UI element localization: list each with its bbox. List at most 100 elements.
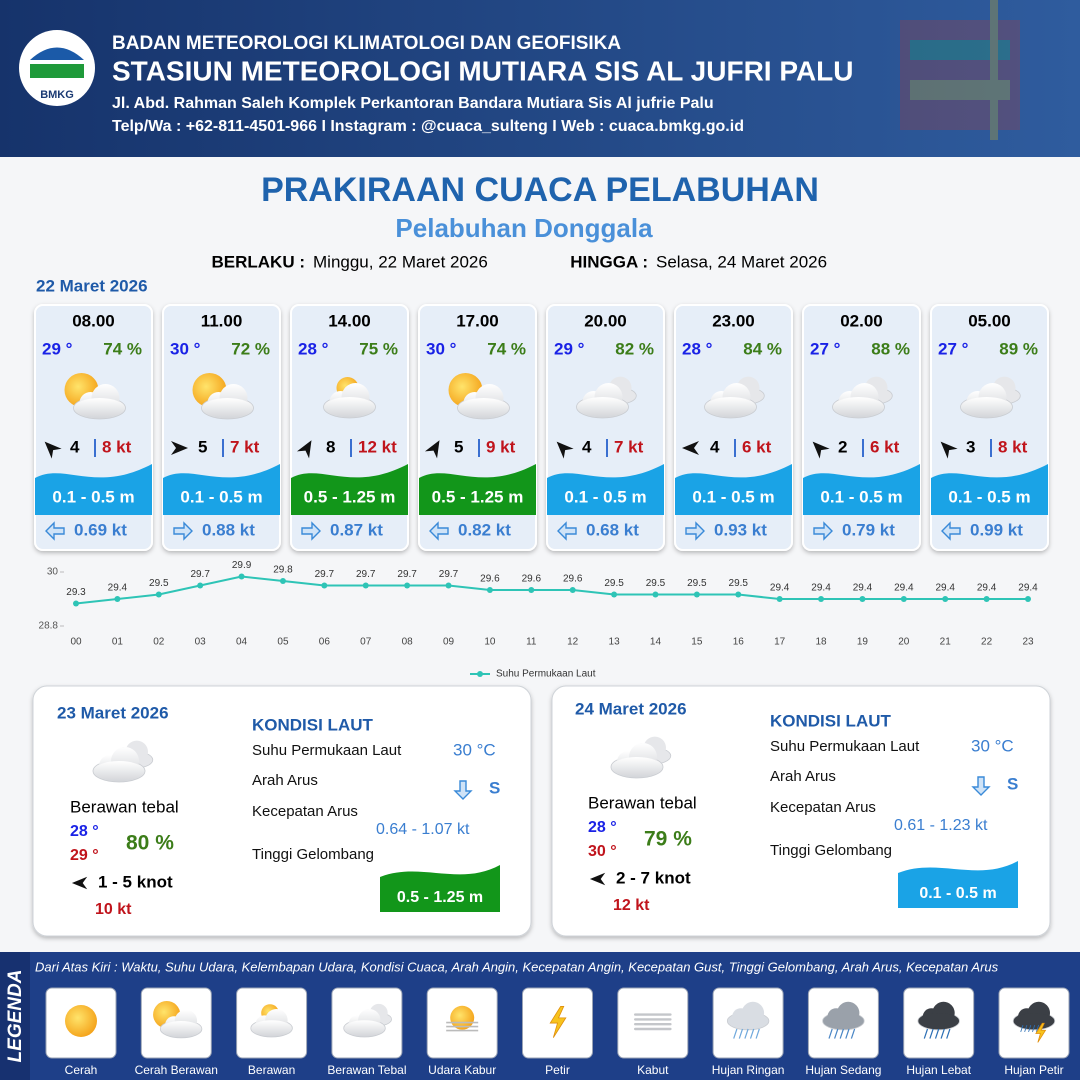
- current-arrow: [453, 780, 473, 800]
- rain: [738, 1028, 744, 1039]
- humidity: 79 %: [644, 828, 692, 851]
- x-tick-label: 01: [112, 637, 124, 648]
- cloud-part: [202, 398, 253, 418]
- humidity: 72 %: [231, 339, 270, 358]
- wave: [419, 464, 536, 515]
- temperature: 29 °: [42, 339, 73, 358]
- time: 05.00: [968, 311, 1011, 330]
- x-tick-label: 20: [898, 637, 910, 648]
- data-label: 29.5: [646, 578, 666, 589]
- point: [652, 591, 659, 598]
- wave-height: 0.1 - 0.5 m: [692, 487, 774, 506]
- bolt: [549, 1006, 567, 1038]
- date: 22 Maret 2026: [36, 276, 148, 295]
- gust: 7 kt: [614, 437, 644, 456]
- current-direction: S: [489, 778, 500, 797]
- data-label: 29.4: [811, 583, 831, 594]
- humidity: 74 %: [103, 339, 142, 358]
- weather-icon: [92, 740, 154, 783]
- legend-label: Suhu Permukaan Laut: [496, 669, 596, 680]
- wind-arrow: [682, 441, 699, 455]
- point: [569, 587, 576, 593]
- header-decoration: [900, 0, 1020, 140]
- x-tick-label: 15: [691, 637, 703, 648]
- line: [75, 575, 1028, 605]
- point: [528, 587, 535, 593]
- x-tick-label: 13: [609, 637, 621, 648]
- temperature: 29 °: [554, 339, 585, 358]
- data-label: 29.7: [397, 569, 417, 580]
- contact: Telp/Wa : +62-811-4501-966 I Instagram :…: [112, 118, 744, 135]
- temperature: 28 °: [682, 339, 713, 358]
- data-label: 29.4: [770, 583, 790, 594]
- data-label: 29.4: [1018, 583, 1038, 594]
- current-direction: S: [1007, 774, 1018, 793]
- x-tick-label: 09: [443, 637, 455, 648]
- wind-speed: 4: [710, 437, 720, 456]
- cloud-part: [728, 1013, 769, 1029]
- sea-heading: KONDISI LAUT: [770, 711, 892, 730]
- temperature: 27 °: [810, 339, 841, 358]
- rain: [940, 1028, 945, 1039]
- current-speed: 0.64 - 1.07 kt: [376, 821, 470, 838]
- cloud-part: [1014, 1013, 1054, 1029]
- rain: [929, 1028, 934, 1039]
- logo-shape: [30, 47, 84, 60]
- x-tick-label: 00: [70, 637, 82, 648]
- current-speed: 0.69 kt: [74, 520, 127, 539]
- label: Suhu Permukaan Laut: [770, 738, 920, 755]
- wind-range: 1 - 5 knot: [98, 872, 173, 891]
- current-arrow: [941, 521, 961, 541]
- rain: [946, 1028, 951, 1039]
- weather-icon: [832, 376, 893, 419]
- cloud-part: [961, 397, 1012, 417]
- data-label: 29.7: [315, 569, 335, 580]
- rain: [845, 1028, 850, 1039]
- cloud-part: [612, 757, 662, 777]
- rain: [934, 1028, 940, 1039]
- x-tick-label: 04: [236, 637, 248, 648]
- sun: [65, 1005, 97, 1037]
- data-label: 29.4: [108, 583, 128, 594]
- header-band: [0, 0, 1080, 157]
- time: 23.00: [712, 311, 755, 330]
- current-speed: 0.82 kt: [458, 520, 511, 539]
- wind-speed: 5: [198, 437, 207, 456]
- rain: [923, 1028, 929, 1039]
- label: Kecepatan Arus: [252, 803, 358, 820]
- data-label: 29.8: [273, 565, 293, 576]
- cloud-part: [833, 397, 884, 417]
- humidity: 84 %: [743, 339, 782, 358]
- gust: 12 kt: [358, 437, 397, 456]
- point: [321, 582, 328, 589]
- point: [279, 578, 286, 584]
- x-tick-label: 05: [277, 637, 289, 648]
- validity-label: BERLAKU :: [212, 252, 306, 271]
- weather-icon: [323, 377, 376, 419]
- time: 14.00: [328, 311, 371, 330]
- rain: [733, 1028, 738, 1039]
- point: [155, 591, 162, 598]
- legend-item: Udara Kabur: [428, 1063, 496, 1077]
- point: [818, 596, 825, 602]
- time: 17.00: [456, 311, 499, 330]
- rain: [744, 1028, 749, 1039]
- data-label: 29.5: [149, 578, 169, 589]
- y-tick-label: 28.8: [39, 621, 59, 632]
- point: [611, 591, 618, 598]
- time: 08.00: [72, 311, 115, 330]
- wave-height: 0.1 - 0.5 m: [52, 487, 134, 506]
- current-arrow: [685, 521, 705, 541]
- legend-description: Dari Atas Kiri : Waktu, Suhu Udara, Kele…: [35, 959, 999, 974]
- wave: [291, 464, 408, 515]
- validity-date: Minggu, 22 Maret 2026: [313, 252, 488, 271]
- legend-title: LEGENDA: [5, 970, 26, 1063]
- gust: 8 kt: [998, 437, 1028, 456]
- wave-height: 0.5 - 1.25 m: [432, 487, 524, 506]
- point: [238, 573, 245, 580]
- current-arrow: [557, 521, 577, 541]
- wave-height: 0.1 - 0.5 m: [564, 487, 646, 506]
- wind-range: 2 - 7 knot: [616, 868, 691, 887]
- cloud-part: [94, 761, 144, 781]
- legend-item: Berawan Tebal: [327, 1063, 406, 1077]
